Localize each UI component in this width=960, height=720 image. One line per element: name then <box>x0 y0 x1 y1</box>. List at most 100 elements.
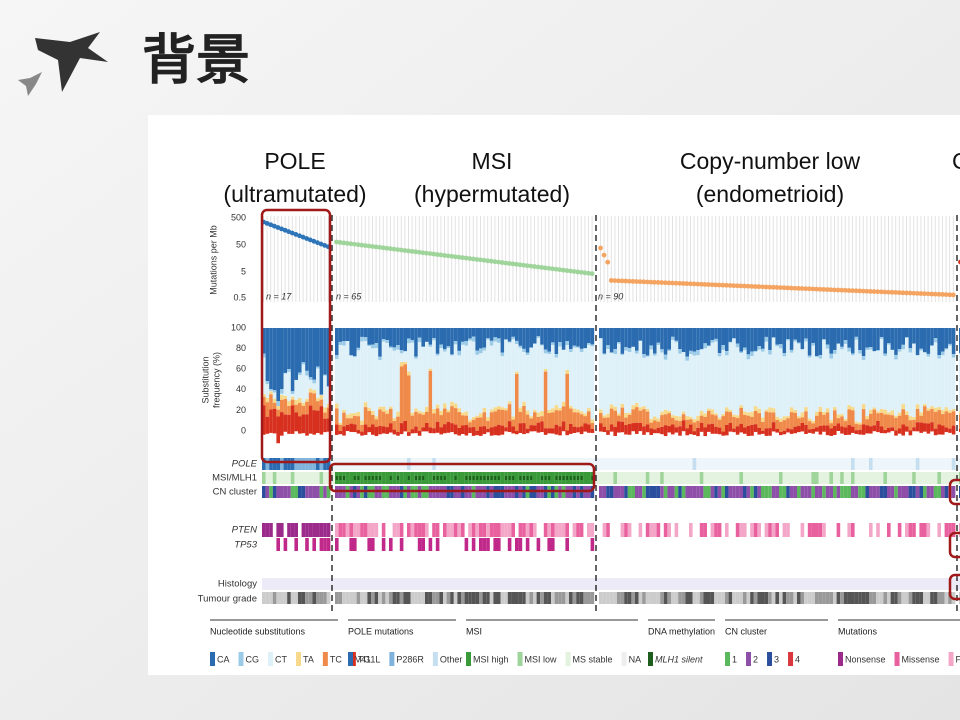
grade-cell <box>399 592 404 604</box>
substitution-bar <box>926 410 931 424</box>
cn-cell <box>728 486 733 498</box>
substitution-bar <box>912 417 916 420</box>
tp53-cell <box>399 538 404 551</box>
substitution-bar <box>543 349 548 354</box>
substitution-bar <box>815 328 819 357</box>
mutation-dot <box>806 286 812 292</box>
cn-cell <box>613 486 617 498</box>
row-label: POLE <box>232 459 258 470</box>
legend-swatch <box>350 652 356 666</box>
msi-cell <box>308 472 313 484</box>
pten-cell <box>851 523 855 537</box>
substitution-bar <box>897 328 902 350</box>
substitution-bar <box>804 411 808 425</box>
substitution-bar <box>912 343 916 418</box>
substitution-bar <box>699 410 704 416</box>
mutation-dot <box>727 283 733 288</box>
grade-cell <box>410 592 415 604</box>
substitution-bar <box>807 355 812 358</box>
cn-cell <box>599 486 603 498</box>
grade-cell <box>262 592 266 604</box>
substitution-bar <box>497 328 501 339</box>
grade-cell <box>345 592 350 604</box>
pten-cell <box>937 523 941 537</box>
substitution-bar <box>518 328 523 346</box>
substitution-bar <box>461 425 465 435</box>
row-label: TP53 <box>234 540 257 551</box>
pten-cell <box>381 523 386 537</box>
substitution-bar <box>811 328 815 343</box>
substitution-bar <box>941 425 945 435</box>
substitution-bar <box>450 355 454 402</box>
substitution-bar <box>847 409 851 426</box>
cn-cell <box>265 486 270 498</box>
substitution-bar <box>876 351 880 412</box>
msi-cell <box>551 472 555 484</box>
grade-cell <box>858 592 862 604</box>
substitution-bar <box>836 328 841 344</box>
substitution-bar <box>272 390 277 393</box>
tp53-cell <box>294 538 298 551</box>
substitution-bar <box>579 328 584 349</box>
msi-cell <box>915 472 920 484</box>
grade-cell <box>432 592 436 604</box>
cn-cell <box>746 486 751 498</box>
substitution-bar <box>457 427 461 436</box>
substitution-bar <box>631 328 635 347</box>
substitution-bar <box>443 328 447 350</box>
substitution-bar <box>290 396 295 400</box>
substitution-bar <box>407 328 411 339</box>
substitution-bar <box>732 428 736 433</box>
cn-cell <box>290 486 295 498</box>
grade-cell <box>779 592 783 604</box>
substitution-bar <box>883 429 887 434</box>
substitution-bar <box>439 415 443 428</box>
substitution-bar <box>707 410 711 425</box>
substitution-bar <box>410 415 415 430</box>
substitution-bar <box>547 351 551 355</box>
cn-cell <box>710 486 715 498</box>
mlh1-cell <box>418 476 421 480</box>
msi-cell <box>793 472 797 484</box>
msi-cell <box>714 472 718 484</box>
cn-cell <box>843 486 848 498</box>
pten-cell <box>435 523 440 537</box>
substitution-bar <box>471 341 476 418</box>
substitution-bar <box>500 352 505 357</box>
substitution-bar <box>290 394 295 397</box>
grade-cell <box>656 592 661 604</box>
substitution-bar <box>876 420 880 433</box>
substitution-bar <box>414 358 418 409</box>
substitution-bar <box>782 353 787 357</box>
cn-cell <box>847 486 851 498</box>
substitution-bar <box>872 351 877 408</box>
grade-cell <box>609 592 614 604</box>
pten-cell <box>507 523 512 537</box>
substitution-bar <box>890 410 895 416</box>
substitution-bar <box>579 414 584 427</box>
substitution-bar <box>468 419 472 423</box>
msi-cell <box>663 472 668 484</box>
substitution-bar <box>696 420 700 428</box>
tick-label: 60 <box>236 364 246 374</box>
substitution-bar <box>446 421 451 433</box>
mutation-dot <box>644 279 650 285</box>
substitution-bar <box>638 407 643 411</box>
substitution-bar <box>635 350 639 354</box>
substitution-bar <box>461 328 465 342</box>
substitution-bar <box>617 415 621 422</box>
pole-cell <box>272 458 277 470</box>
substitution-bar <box>804 338 808 342</box>
grade-cell <box>804 592 808 604</box>
substitution-bar <box>301 414 306 434</box>
grade-cell <box>457 592 461 604</box>
substitution-bar <box>800 349 805 413</box>
mutation-dot <box>586 270 591 276</box>
substitution-bar <box>699 415 704 423</box>
tp53-cell <box>518 538 523 551</box>
substitution-bar <box>349 356 353 414</box>
substitution-bar <box>407 432 411 436</box>
substitution-bar <box>757 328 761 347</box>
substitution-bar <box>543 328 548 350</box>
substitution-bar <box>645 408 650 412</box>
